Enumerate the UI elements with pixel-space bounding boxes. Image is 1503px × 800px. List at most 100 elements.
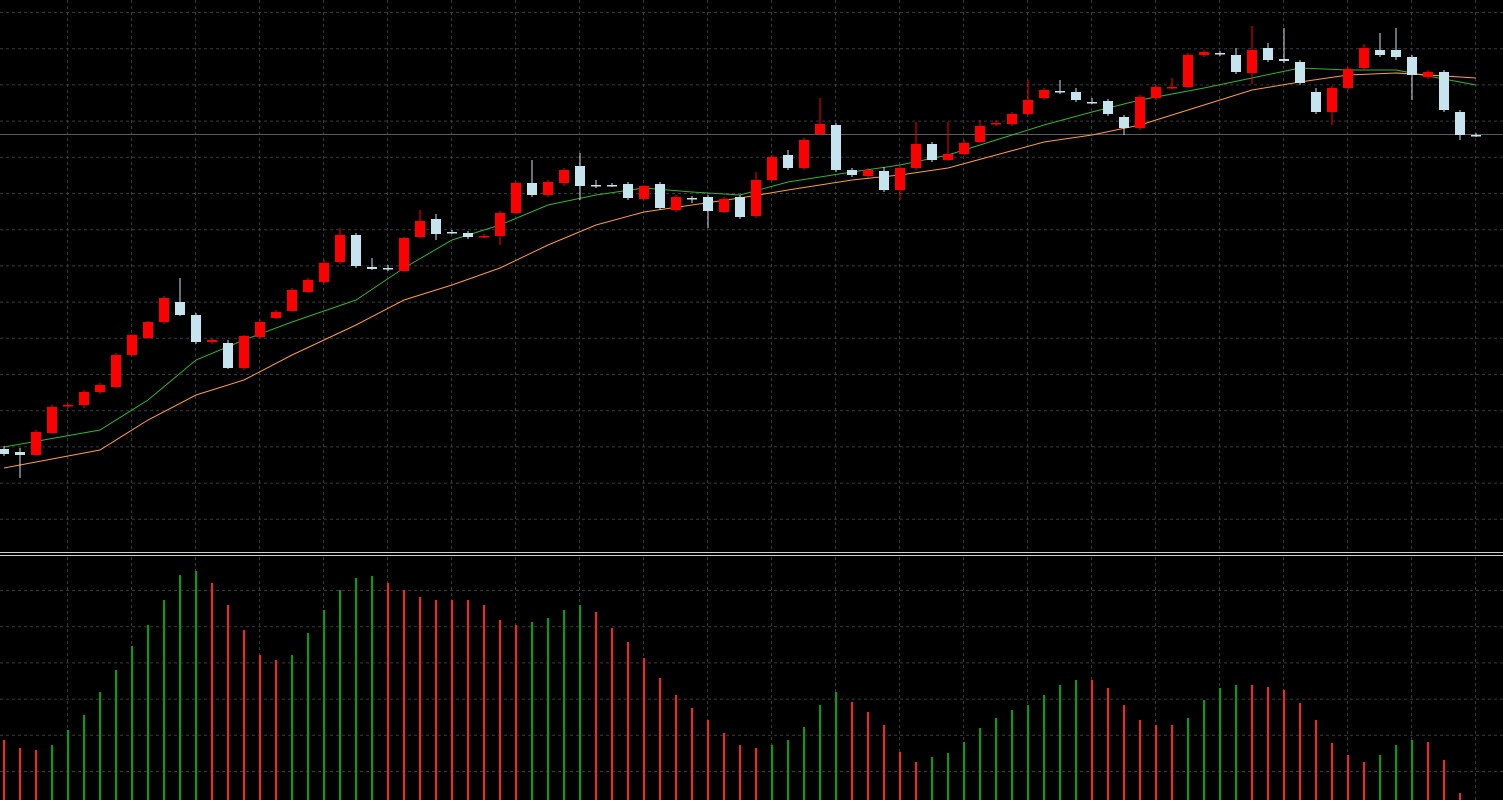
histogram-bar xyxy=(947,753,949,800)
candle-body xyxy=(1247,50,1257,73)
candle-body xyxy=(239,336,249,368)
candle-body xyxy=(1279,59,1289,61)
histogram-bar xyxy=(1187,718,1189,800)
histogram-bar xyxy=(19,748,21,800)
histogram-bar xyxy=(579,605,581,800)
candle-body xyxy=(719,199,729,212)
candle-body xyxy=(687,198,697,200)
histogram-bar xyxy=(387,583,389,800)
histogram-bar xyxy=(1283,690,1285,800)
histogram-bar xyxy=(1427,742,1429,800)
candle-body xyxy=(1183,55,1193,87)
candle-body xyxy=(367,267,377,269)
histogram-bar xyxy=(787,740,789,800)
candle-body xyxy=(79,392,89,405)
histogram-bar xyxy=(1235,685,1237,800)
candle-body xyxy=(479,236,489,238)
histogram-bar xyxy=(451,600,453,800)
histogram-bar xyxy=(883,725,885,800)
candle-body xyxy=(639,186,649,199)
histogram-bar xyxy=(1075,680,1077,800)
histogram-bar xyxy=(307,633,309,800)
candle-body xyxy=(911,144,921,168)
histogram-bar xyxy=(979,728,981,800)
candle-body xyxy=(1167,87,1177,89)
histogram-bar xyxy=(1139,720,1141,800)
histogram-bar xyxy=(35,750,37,800)
histogram-bar xyxy=(1219,688,1221,800)
candle-body xyxy=(207,340,217,342)
histogram-bar xyxy=(931,757,933,800)
candle-body xyxy=(95,385,105,392)
histogram-bar xyxy=(563,610,565,800)
candle-body xyxy=(175,302,185,315)
histogram-bar xyxy=(851,702,853,800)
candle-body xyxy=(447,232,457,234)
histogram-bar xyxy=(211,583,213,800)
histogram-bar xyxy=(595,612,597,800)
histogram-bar xyxy=(1059,685,1061,800)
histogram-bar xyxy=(371,576,373,800)
histogram-bar xyxy=(995,718,997,800)
candle-body xyxy=(127,335,137,355)
candle-body xyxy=(0,449,9,454)
histogram-bar xyxy=(739,745,741,800)
histogram-bar xyxy=(179,575,181,800)
histogram-bar xyxy=(803,727,805,800)
histogram-bar xyxy=(115,670,117,800)
histogram-bar xyxy=(707,720,709,800)
histogram-bar xyxy=(163,600,165,800)
candle-body xyxy=(1007,114,1017,124)
histogram-bar xyxy=(723,733,725,800)
histogram-bar xyxy=(819,705,821,800)
histogram-bar xyxy=(1299,703,1301,800)
candle-body xyxy=(543,182,553,195)
candle-body xyxy=(671,197,681,210)
candle-body xyxy=(815,124,825,134)
candle-body xyxy=(111,355,121,387)
candle-body xyxy=(511,183,521,213)
histogram-bar xyxy=(1347,755,1349,800)
candle-body xyxy=(31,432,41,455)
histogram-bar xyxy=(483,605,485,800)
candle-body xyxy=(767,157,777,180)
histogram-bar xyxy=(1315,720,1317,800)
candle-body xyxy=(1231,55,1241,72)
histogram-bar xyxy=(611,628,613,800)
candle-body xyxy=(223,343,233,368)
histogram-bar xyxy=(963,742,965,800)
histogram-bar xyxy=(403,590,405,800)
histogram-bar xyxy=(51,745,53,800)
histogram-bar xyxy=(195,571,197,800)
histogram-bar xyxy=(99,692,101,800)
candle-body xyxy=(1215,53,1225,55)
candle-body xyxy=(1023,100,1033,114)
histogram-bar xyxy=(131,646,133,800)
histogram-bar xyxy=(1459,793,1461,800)
histogram-bar xyxy=(3,740,5,800)
histogram-bar xyxy=(1123,705,1125,800)
candle-body xyxy=(1295,62,1305,83)
histogram-bar xyxy=(1043,695,1045,800)
candle-body xyxy=(1423,72,1433,77)
histogram-bar xyxy=(1331,743,1333,800)
candle-body xyxy=(1311,92,1321,112)
candle-body xyxy=(1199,52,1209,55)
histogram-bar xyxy=(467,600,469,800)
histogram-bar xyxy=(1203,700,1205,800)
histogram-bar xyxy=(1267,687,1269,800)
candle-body xyxy=(1391,50,1401,57)
histogram-bar xyxy=(355,578,357,800)
candle-body xyxy=(975,126,985,142)
candle-body xyxy=(991,123,1001,125)
candle-body xyxy=(431,219,441,234)
candle-body xyxy=(1375,50,1385,55)
candle-body xyxy=(255,322,265,337)
candle-body xyxy=(1263,48,1273,60)
candle-body xyxy=(751,180,761,216)
histogram-bar xyxy=(275,660,277,800)
histogram-bar xyxy=(1411,740,1413,800)
candle-body xyxy=(351,235,361,266)
candle-body xyxy=(591,185,601,187)
